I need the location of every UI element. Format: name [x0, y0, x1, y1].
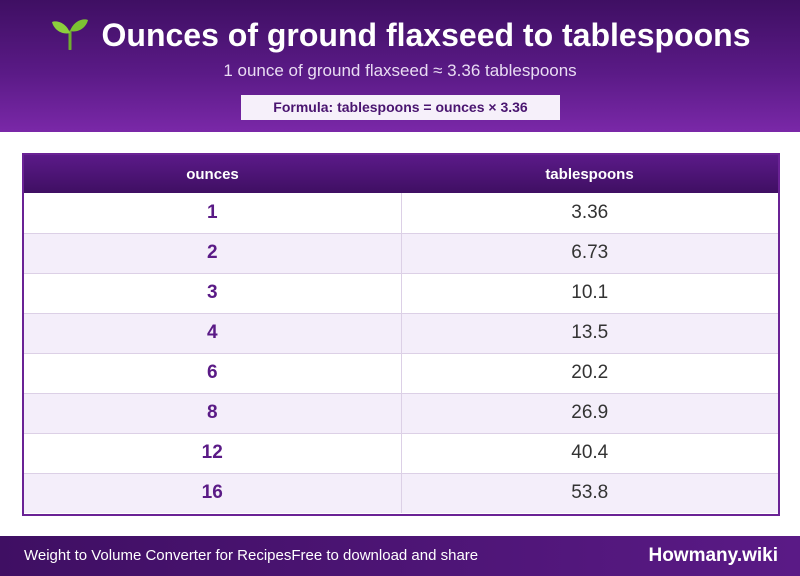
table-row: 12 40.4 [24, 433, 778, 474]
table-row: 4 13.5 [24, 313, 778, 354]
header: Ounces of ground flaxseed to tablespoons… [0, 0, 800, 132]
column-header-tablespoons: tablespoons [545, 165, 634, 183]
table-row: 1 3.36 [24, 193, 778, 234]
ounces-cell: 6 [24, 353, 402, 394]
ounces-cell: 3 [24, 273, 402, 314]
tablespoons-cell: 40.4 [401, 433, 778, 474]
table-row: 2 6.73 [24, 233, 778, 274]
ounces-cell: 4 [24, 313, 402, 354]
ounces-cell: 2 [24, 233, 402, 274]
tablespoons-cell: 3.36 [401, 193, 778, 234]
table-header-row: ounces tablespoons [24, 155, 778, 193]
footer: Weight to Volume Converter for RecipesFr… [0, 536, 800, 576]
tablespoons-cell: 13.5 [401, 313, 778, 354]
tablespoons-cell: 26.9 [401, 393, 778, 434]
table-row: 3 10.1 [24, 273, 778, 314]
ounces-cell: 8 [24, 393, 402, 434]
formula-box: Formula: tablespoons = ounces × 3.36 [241, 95, 560, 120]
tablespoons-cell: 53.8 [571, 482, 609, 504]
seedling-icon [51, 19, 88, 50]
table-row: 8 26.9 [24, 393, 778, 434]
page-title: Ounces of ground flaxseed to tablespoons [0, 14, 800, 56]
conversion-table: ounces tablespoons 1 3.36 2 6.73 3 10.1 [22, 153, 780, 516]
table-row: 6 20.2 [24, 353, 778, 394]
tablespoons-cell: 10.1 [401, 273, 778, 314]
tablespoons-cell: 20.2 [401, 353, 778, 394]
footer-text: Weight to Volume Converter for RecipesFr… [24, 547, 479, 564]
tablespoons-cell: 6.73 [401, 233, 778, 274]
column-header-ounces: ounces [186, 165, 239, 183]
table-row: 16 53.8 [24, 473, 778, 513]
subtitle: 1 ounce of ground flaxseed ≈ 3.36 tables… [223, 61, 577, 80]
ounces-cell: 1 [24, 193, 402, 234]
ounces-cell: 12 [24, 433, 402, 474]
brand-logo[interactable]: Howmany.wiki [648, 545, 778, 566]
ounces-cell: 16 [24, 473, 402, 513]
page-title-text: Ounces of ground flaxseed to tablespoons [101, 17, 751, 53]
